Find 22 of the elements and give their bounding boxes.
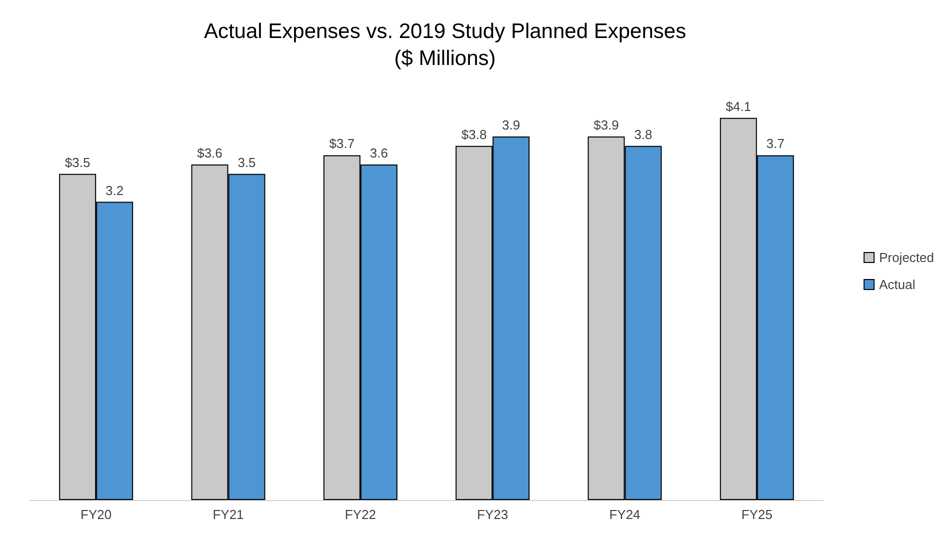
x-tick-label: FY24 xyxy=(609,507,640,522)
data-label: $3.7 xyxy=(329,136,355,152)
legend-label: Projected xyxy=(879,250,934,265)
x-tick-label: FY23 xyxy=(477,507,508,522)
chart-title: Actual Expenses vs. 2019 Study Planned Expenses xyxy=(204,20,686,43)
data-label: 3.5 xyxy=(238,154,256,170)
chart-subtitle: ($ Millions) xyxy=(394,47,496,70)
data-label: $3.6 xyxy=(197,146,222,161)
data-label: $3.8 xyxy=(461,126,487,142)
data-label: 3.8 xyxy=(634,126,652,142)
data-label: 3.6 xyxy=(370,146,388,161)
data-label: 3.9 xyxy=(502,118,520,133)
data-label: $3.5 xyxy=(64,154,90,170)
data-label: 3.7 xyxy=(766,136,784,152)
data-label: $3.9 xyxy=(594,118,619,133)
data-label: 3.2 xyxy=(106,182,124,198)
x-tick-label: FY20 xyxy=(80,507,112,522)
x-tick-label: FY22 xyxy=(344,507,376,522)
x-tick-label: FY21 xyxy=(212,507,244,522)
legend-label: Actual xyxy=(879,277,916,292)
data-label: $4.1 xyxy=(726,98,752,114)
x-tick-label: FY25 xyxy=(741,507,772,522)
